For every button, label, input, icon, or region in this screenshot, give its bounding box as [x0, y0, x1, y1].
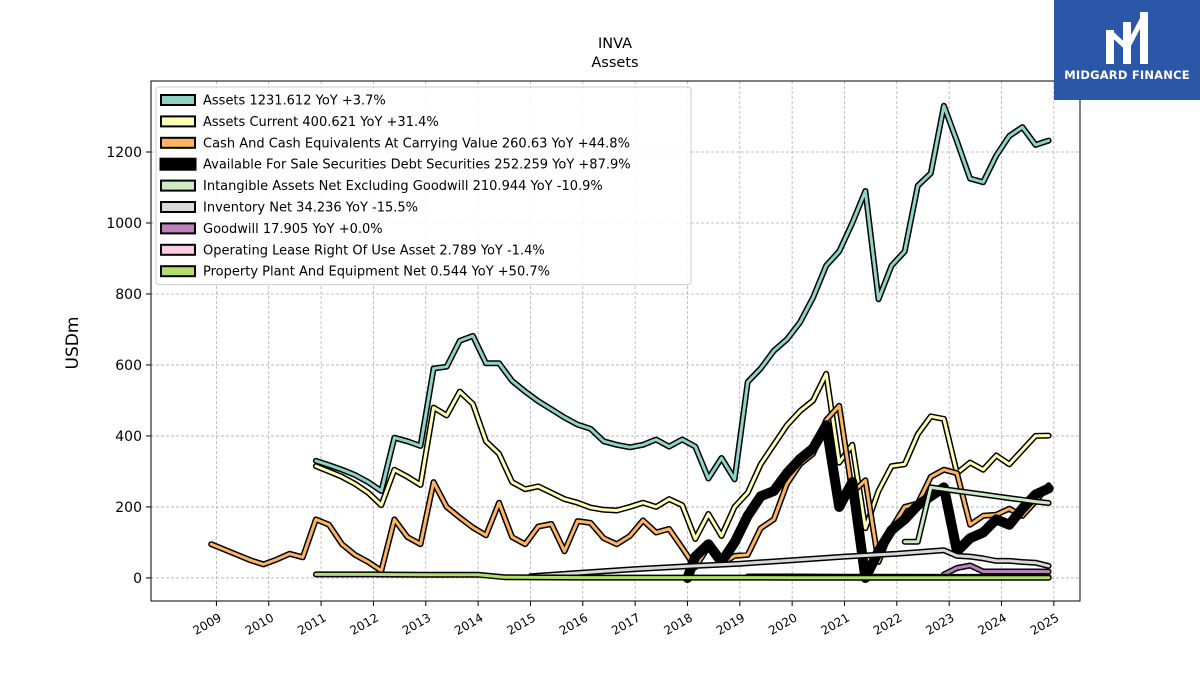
- legend-label: Goodwill 17.905 YoY +0.0%: [203, 222, 383, 237]
- legend-item: Goodwill 17.905 YoY +0.0%: [160, 222, 383, 237]
- legend-item: Cash And Cash Equivalents At Carrying Va…: [160, 136, 630, 151]
- series-line-5: [901, 484, 1052, 545]
- legend-item: Available For Sale Securities Debt Secur…: [159, 157, 631, 173]
- x-tick-label: 2012: [347, 610, 380, 637]
- x-tick-label: 2025: [1028, 610, 1061, 637]
- legend-swatch: [160, 265, 196, 278]
- legend-label: Operating Lease Right Of Use Asset 2.789…: [203, 243, 545, 258]
- y-tick-label: 400: [115, 429, 142, 445]
- legend-label: Available For Sale Securities Debt Secur…: [203, 158, 631, 173]
- legend-label: Intangible Assets Net Excluding Goodwill…: [203, 179, 603, 194]
- legend-label: Cash And Cash Equivalents At Carrying Va…: [203, 136, 630, 151]
- series-line-3: [208, 402, 1052, 574]
- x-tick-label: 2011: [295, 610, 328, 637]
- x-tick-label: 2013: [400, 610, 433, 637]
- y-tick-label: 800: [115, 287, 142, 303]
- legend-label: Property Plant And Equipment Net 0.544 Y…: [203, 265, 550, 280]
- plot-frame: [150, 80, 1081, 602]
- y-axis-label: USDm: [63, 317, 83, 370]
- x-tick-label: 2022: [871, 610, 904, 637]
- legend-swatch: [160, 94, 196, 106]
- series-line-9: [312, 571, 1052, 581]
- x-tick-label: 2021: [819, 610, 852, 637]
- series-stroke: [903, 485, 1051, 544]
- legend-swatch: [160, 243, 196, 256]
- series-stroke: [942, 564, 1051, 576]
- x-tick-label: 2019: [714, 610, 747, 637]
- legend-swatch: [160, 179, 196, 192]
- brand-mark-icon: [1106, 12, 1148, 64]
- legend-item: Assets Current 400.621 YoY +31.4%: [160, 115, 439, 130]
- y-tick-label: 0: [133, 571, 142, 587]
- series-group: [208, 102, 1054, 583]
- legend-item: Intangible Assets Net Excluding Goodwill…: [160, 179, 603, 194]
- legend-swatch: [160, 201, 196, 213]
- legend-label: Assets 1231.612 YoY +3.7%: [203, 94, 386, 109]
- legend-box: [155, 86, 692, 286]
- x-tick-label: 2017: [609, 610, 642, 637]
- x-tick-label: 2018: [662, 610, 695, 637]
- series-stroke: [529, 548, 1051, 578]
- y-tick-label: 600: [115, 358, 142, 374]
- x-tick-label: 2023: [923, 610, 956, 637]
- legend-item: Operating Lease Right Of Use Asset 2.789…: [160, 243, 545, 258]
- legend-swatch: [159, 157, 197, 171]
- chart-subtitle: Assets: [591, 55, 638, 71]
- chart-title: INVA: [598, 36, 632, 52]
- legend-label: Assets Current 400.621 YoY +31.4%: [203, 115, 439, 130]
- brand-name: MIDGARD FINANCE: [1064, 68, 1190, 82]
- legend-item: Property Plant And Equipment Net 0.544 Y…: [160, 265, 550, 280]
- x-tick-label: 2016: [557, 610, 590, 637]
- brand-logo: MIDGARD FINANCE: [1054, 0, 1200, 100]
- series-line-6: [527, 547, 1052, 580]
- series-line-2: [312, 370, 1052, 542]
- legend-item: Assets 1231.612 YoY +3.7%: [160, 94, 386, 109]
- x-tick-label: 2015: [504, 610, 537, 637]
- y-tick-label: 1000: [106, 216, 142, 232]
- series-stroke: [314, 572, 1051, 580]
- y-tick-label: 1200: [106, 145, 142, 161]
- legend-item: Inventory Net 34.236 YoY -15.5%: [160, 201, 418, 216]
- series-stroke: [209, 404, 1051, 573]
- legend-label: Inventory Net 34.236 YoY -15.5%: [203, 201, 418, 216]
- x-tick-label: 2014: [452, 610, 485, 637]
- y-tick-label: 200: [115, 500, 142, 516]
- series-line-1: [312, 102, 1052, 494]
- x-tick-label: 2020: [766, 610, 799, 637]
- series-stroke: [314, 372, 1051, 541]
- x-tick-label: 2010: [243, 610, 276, 637]
- series-stroke: [314, 104, 1051, 493]
- x-tick-label: 2024: [976, 610, 1009, 637]
- series-line-7: [940, 562, 1052, 578]
- legend-swatch: [160, 222, 196, 235]
- legend-swatch: [160, 136, 196, 149]
- x-tick-label: 2009: [190, 610, 223, 637]
- legend-swatch: [160, 115, 196, 128]
- legend: Assets 1231.612 YoY +3.7% Assets Current …: [155, 86, 692, 286]
